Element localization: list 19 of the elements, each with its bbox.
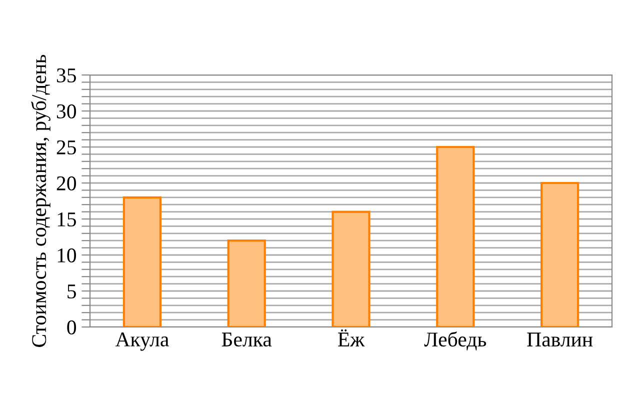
y-tick-label: 0 (67, 320, 76, 334)
y-tick-label: 30 (56, 104, 76, 118)
x-tick-label: Ёж (338, 329, 365, 346)
y-tick-label: 25 (56, 140, 76, 154)
bar (227, 240, 266, 327)
y-tick-label: 35 (56, 68, 76, 82)
bar (436, 146, 475, 327)
bar (540, 182, 580, 327)
y-tick-label: 15 (58, 212, 76, 226)
x-tick-label: Павлин (527, 332, 593, 347)
x-tick-label: Акула (115, 332, 169, 351)
y-tick-label: 10 (58, 248, 76, 262)
bar (332, 210, 370, 327)
y-tick-label: 5 (68, 284, 76, 298)
bar (122, 196, 162, 327)
y-axis-title: Стоимость содержания, руб/день (31, 54, 50, 347)
y-tick-label: 20 (56, 176, 76, 190)
x-tick-label: Белка (222, 332, 272, 347)
x-tick-label: Лебедь (424, 331, 486, 350)
